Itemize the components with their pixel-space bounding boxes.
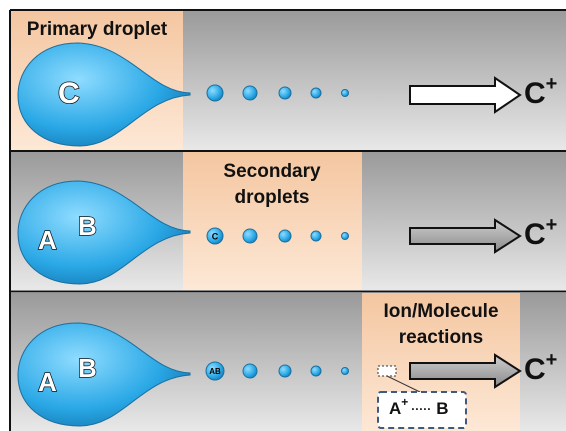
row-label: droplets	[235, 187, 310, 208]
diagram: Primary droplet C C+ Secondary droplets …	[0, 0, 566, 431]
droplet-label: B	[78, 353, 97, 383]
row-label: Ion/Molecule	[383, 301, 498, 322]
row-label: reactions	[399, 327, 483, 348]
row-label: Primary droplet	[27, 19, 168, 40]
droplet-label: C	[58, 77, 80, 110]
row-label: Secondary	[223, 161, 321, 182]
droplet-label: A	[38, 225, 57, 255]
small-label: C	[212, 231, 219, 241]
droplet-label: A	[38, 367, 57, 397]
small-label: AB	[209, 367, 221, 376]
droplet-label: B	[78, 211, 97, 241]
